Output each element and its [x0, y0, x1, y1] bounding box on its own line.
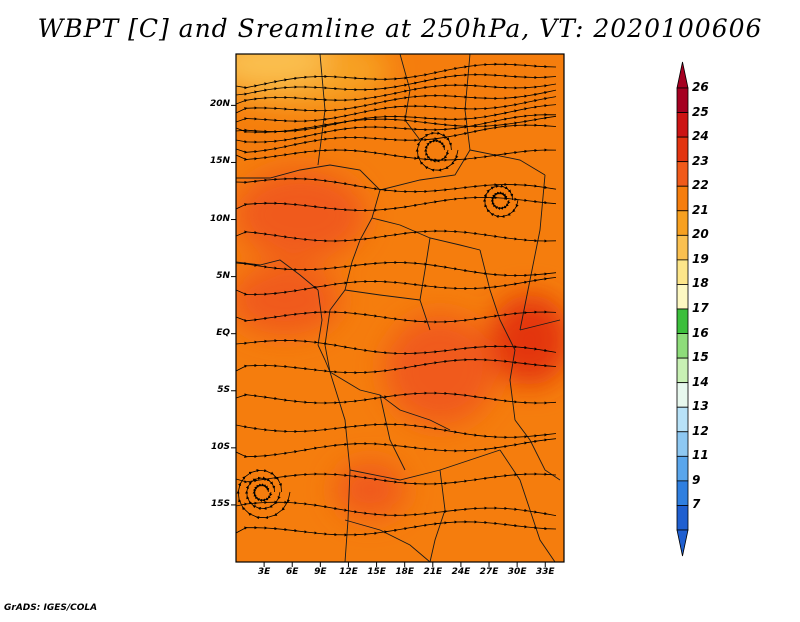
- streamline: [236, 422, 557, 439]
- streamline: [245, 476, 281, 511]
- colorbar-top-triangle: [676, 61, 689, 89]
- colorbar-label: 26: [692, 80, 709, 94]
- lat-label: 10N: [209, 213, 230, 224]
- lon-label: 33E: [535, 567, 555, 577]
- lon-label: 24E: [451, 567, 471, 577]
- colorbar-segment: [676, 357, 689, 384]
- colorbar-label: 7: [692, 497, 701, 512]
- colorbar-label: 9: [692, 472, 701, 487]
- colorbar-segment: [676, 333, 689, 359]
- colorbar-segment: [676, 87, 689, 113]
- lon-label: 18E: [395, 567, 415, 577]
- lon-label: 9E: [314, 567, 327, 577]
- colorbar-label: 12: [692, 423, 709, 438]
- colorbar-label: 13: [692, 399, 709, 414]
- streamline: [483, 184, 519, 219]
- lon-label: 6E: [286, 567, 299, 577]
- colorbar-segment: [676, 234, 689, 261]
- colorbar-segment: [676, 406, 689, 433]
- colorbar-label: 11: [692, 448, 709, 463]
- lat-label: 10S: [210, 441, 230, 452]
- colorbar-segment: [676, 455, 689, 482]
- streamline: [236, 391, 557, 405]
- lat-label: 5N: [216, 270, 230, 281]
- colorbar-label: 15: [692, 350, 709, 365]
- axis-ticks: [231, 104, 546, 567]
- colorbar-label: 20: [692, 227, 709, 242]
- streamline: [236, 229, 557, 243]
- colorbar-label: 22: [692, 178, 709, 193]
- colorbar-segment: [676, 185, 689, 212]
- lon-label: 30E: [507, 567, 527, 577]
- colorbar-segment: [676, 480, 689, 506]
- streamline: [236, 357, 557, 375]
- colorbar-segment: [676, 505, 689, 531]
- grads-credit: GrADS: IGES/COLA: [4, 603, 98, 613]
- map-panel: [236, 54, 564, 562]
- streamline: [236, 338, 557, 356]
- colorbar-label: 17: [692, 301, 709, 315]
- colorbar-segment: [676, 308, 689, 334]
- streamlines: [236, 62, 557, 537]
- colorbar-label: 14: [692, 374, 709, 389]
- colorbar-segment: [676, 210, 689, 236]
- streamline: [252, 483, 273, 503]
- colorbar: [676, 61, 689, 557]
- colorbar-segment: [676, 112, 689, 138]
- colorbar-segment: [676, 259, 689, 285]
- colorbar-label: 24: [692, 129, 709, 144]
- lat-label: 15S: [210, 498, 230, 509]
- colorbar-segment: [676, 136, 689, 163]
- colorbar-bottom-triangle: [676, 529, 689, 557]
- colorbar-label: 23: [692, 153, 709, 168]
- lat-label: 15N: [209, 156, 230, 167]
- lon-label: 21E: [423, 567, 443, 577]
- streamline: [236, 148, 557, 162]
- colorbar-label: 16: [692, 325, 709, 340]
- colorbar-segment: [676, 431, 689, 457]
- streamline: [236, 468, 291, 520]
- colorbar-label: 21: [692, 202, 709, 217]
- streamline: [236, 277, 557, 297]
- lat-label: EQ: [216, 327, 230, 338]
- map-frame: [235, 53, 565, 563]
- streamline: [236, 310, 557, 324]
- streamline: [236, 438, 557, 459]
- lat-label: 20N: [209, 99, 230, 110]
- colorbar-segment: [676, 161, 689, 187]
- streamline: [236, 260, 557, 278]
- colorbar-label: 25: [692, 104, 709, 119]
- streamline: [415, 131, 459, 172]
- streamline: [490, 191, 511, 211]
- colorbar-segment: [676, 284, 689, 310]
- colorbar-label: 19: [692, 251, 709, 266]
- colorbar-label: 18: [692, 276, 709, 291]
- streamline: [236, 123, 557, 154]
- lon-label: 15E: [367, 567, 386, 577]
- lat-label: 5S: [217, 384, 230, 395]
- lon-label: 3E: [257, 567, 271, 577]
- streamline: [236, 520, 557, 537]
- lon-label: 12E: [339, 567, 358, 577]
- lon-label: 27E: [479, 567, 499, 577]
- streamline: [424, 138, 450, 163]
- colorbar-segment: [676, 382, 689, 408]
- chart-title: WBPT [C] and Sreamline at 250hPa, VT: 20…: [37, 14, 763, 43]
